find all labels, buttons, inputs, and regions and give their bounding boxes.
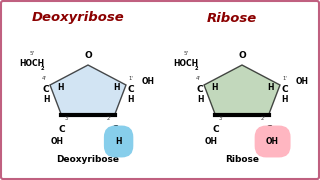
Text: Deoxyribose: Deoxyribose [32,12,124,24]
Text: 3': 3' [64,116,69,121]
Text: H: H [57,82,63,91]
Text: C: C [281,84,288,93]
Text: C: C [212,125,219,134]
Text: HOCH: HOCH [19,58,44,68]
Text: C: C [42,84,49,93]
Text: H: H [113,82,119,91]
Text: H: H [115,137,122,146]
Text: O: O [84,51,92,60]
Text: 4': 4' [42,76,47,81]
Text: 1': 1' [282,76,287,81]
Text: H: H [43,94,49,103]
Text: 2': 2' [261,116,266,121]
Text: HOCH: HOCH [173,58,198,68]
Text: C: C [196,84,203,93]
Text: H: H [211,82,217,91]
Text: H: H [267,82,273,91]
Text: C: C [111,125,118,134]
Polygon shape [204,65,280,115]
Text: 2': 2' [107,116,112,121]
Text: Deoxyribose: Deoxyribose [57,154,119,163]
Text: 2: 2 [40,66,44,71]
Text: H: H [281,94,287,103]
Text: C: C [265,125,272,134]
Text: O: O [238,51,246,60]
Text: OH: OH [205,137,218,146]
Text: OH: OH [266,137,279,146]
Text: 3': 3' [219,116,223,121]
Text: 4': 4' [196,76,201,81]
Text: C: C [58,125,65,134]
Text: OH: OH [142,76,155,86]
Text: 1': 1' [128,76,133,81]
Text: OH: OH [296,76,309,86]
Text: Ribose: Ribose [225,154,259,163]
Text: 5': 5' [183,51,188,56]
Text: Ribose: Ribose [207,12,257,24]
Text: 2: 2 [194,66,198,71]
Text: 5': 5' [29,51,35,56]
Polygon shape [50,65,126,115]
Text: H: H [127,94,133,103]
Text: C: C [127,84,134,93]
Text: H: H [197,94,203,103]
Text: OH: OH [51,137,64,146]
